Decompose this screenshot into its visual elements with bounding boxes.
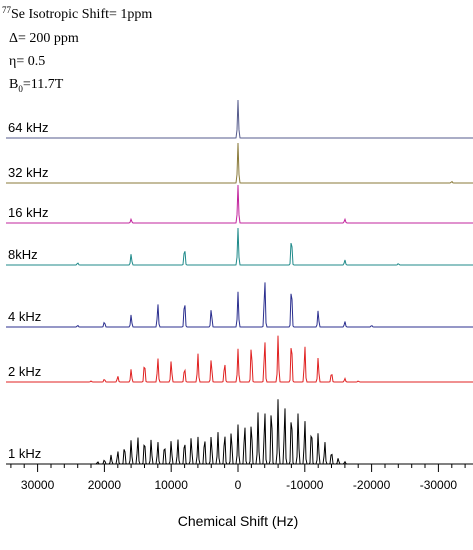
series-label: 32 kHz	[8, 165, 48, 180]
spectrum-trace-6	[6, 399, 473, 465]
title-line-delta: Δ= 200 ppm	[9, 31, 79, 46]
x-tick-label: 30000	[21, 478, 55, 492]
title-line-eta: η= 0.5	[9, 54, 45, 69]
spectrum-trace-4	[6, 282, 473, 328]
series-label: 16 kHz	[8, 205, 48, 220]
spectrum-trace-0	[6, 99, 473, 139]
spectrum-trace-5	[6, 335, 473, 383]
title-field-subscript: 0	[18, 84, 23, 94]
x-tick-label: 20000	[88, 478, 122, 492]
title-isotropic-shift: Se Isotropic Shift= 1ppm	[11, 7, 152, 22]
x-tick-label: -20000	[353, 478, 391, 492]
spectrum-trace-2	[6, 184, 473, 224]
title-line-field: B0=11.7T	[9, 77, 64, 94]
title-field: =11.7T	[23, 77, 64, 92]
series-label: 4 kHz	[8, 309, 41, 324]
x-axis: 30000 20000 10000 0 -10000 -20000 -30000	[6, 463, 473, 492]
x-axis-label: Chemical Shift (Hz)	[178, 513, 299, 529]
title-eta: η= 0.5	[9, 54, 45, 69]
x-tick-label: 0	[235, 478, 242, 492]
series-label: 2 kHz	[8, 364, 41, 379]
title-field-prefix: B	[9, 77, 18, 92]
x-tick-label: -30000	[420, 478, 458, 492]
title-line-isotropic-shift: 77Se Isotropic Shift= 1ppm	[2, 5, 152, 22]
spectra-group: 64 kHz 32 kHz 16 kHz 8kHz 4 kHz 2 kHz 1 kHz	[6, 99, 473, 465]
series-label: 64 kHz	[8, 120, 48, 135]
title-delta: Δ= 200 ppm	[9, 31, 79, 46]
spectrum-trace-1	[6, 142, 473, 184]
title-superscript: 77	[2, 5, 12, 15]
spectrum-trace-3	[6, 227, 473, 266]
series-label: 8kHz	[8, 247, 38, 262]
series-label: 1 kHz	[8, 446, 41, 461]
title-block: 77Se Isotropic Shift= 1ppm Δ= 200 ppm η=…	[2, 5, 152, 94]
x-tick-label: -10000	[286, 478, 324, 492]
x-tick-label: 10000	[155, 478, 189, 492]
